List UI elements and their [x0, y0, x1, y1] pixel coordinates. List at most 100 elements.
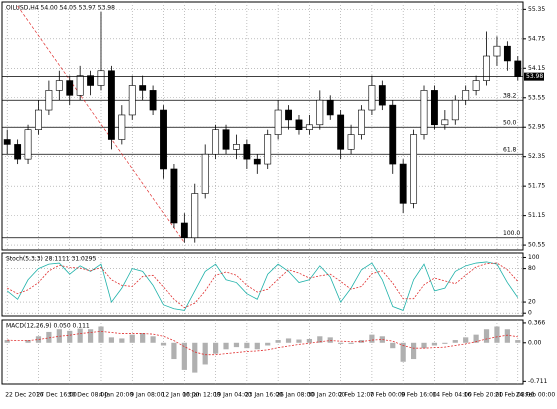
candle-body: [66, 80, 74, 96]
candle-body: [201, 153, 209, 194]
candle-body: [264, 134, 272, 165]
y-tick-label: 80: [528, 265, 536, 272]
y-tick-label: 0: [528, 310, 532, 317]
candle-body: [212, 129, 220, 155]
candle-body: [233, 144, 240, 150]
y-tick-label: 0.366: [528, 319, 545, 326]
candle-body: [97, 70, 105, 86]
candle-body: [118, 114, 126, 140]
candle-body: [180, 222, 188, 239]
panel-title: MACD(12,26,9) 0.050 0.111: [6, 323, 90, 330]
candle-body: [222, 129, 230, 150]
candle-body: [3, 139, 11, 145]
candle-body: [107, 70, 115, 140]
candle-body: [14, 144, 22, 160]
candle-body: [431, 90, 438, 126]
fib-label: 38.2: [503, 93, 517, 100]
x-tick-label: 16 Feb 20:00: [464, 392, 504, 399]
candle-body: [483, 55, 490, 81]
candle-body: [87, 75, 94, 86]
candle-body: [295, 119, 303, 130]
candle-body: [35, 109, 42, 130]
y-tick-label: 51.75: [528, 183, 545, 190]
series-line: [7, 330, 518, 356]
candle-body: [149, 90, 157, 111]
x-tick-label: 9 Jan 08:00: [130, 392, 164, 399]
candle-body: [45, 90, 53, 111]
candle-body: [160, 109, 167, 170]
y-tick-label: 53.55: [528, 94, 545, 101]
y-tick-label: 20: [528, 299, 536, 306]
candle-body: [472, 80, 480, 91]
x-tick-label: 2 Feb 12:00: [339, 392, 375, 399]
candle-body: [493, 45, 501, 57]
candle-body: [441, 119, 449, 126]
y-tick-label: -0.711: [528, 378, 548, 385]
y-tick-label: 52.95: [528, 124, 545, 131]
candle-body: [274, 109, 282, 135]
candle-body: [337, 114, 345, 150]
x-tick-label: 27 Dec 16:00: [36, 392, 77, 399]
candle-body: [326, 99, 334, 116]
candle-body: [347, 134, 355, 150]
candle-body: [24, 129, 32, 160]
last-price-label: 53.98: [526, 73, 543, 80]
x-tick-label: 24 Feb 00:00: [516, 392, 556, 399]
series-line: [6, 261, 519, 311]
candle-body: [55, 80, 63, 91]
panel-title: Stoch(5,3,3) 28.1111 31.0295: [6, 256, 97, 263]
candle-body: [139, 85, 147, 91]
panel-frame: [1, 1, 524, 251]
candle-body: [514, 60, 522, 77]
x-tick-label: 9 Feb 16:00: [401, 392, 437, 399]
fib-label: 61.8: [503, 147, 517, 154]
x-tick-label: 22 Dec 2016: [5, 392, 44, 399]
y-tick-label: 55.35: [528, 6, 545, 13]
x-tick-label: 26 Jan 08:00: [276, 392, 314, 399]
candle-body: [503, 45, 511, 62]
fib-label: 100.0: [503, 230, 520, 237]
candle-body: [420, 90, 428, 135]
x-tick-label: 16 Jan 12:00: [182, 392, 220, 399]
y-tick-label: 100: [528, 254, 540, 261]
fib-trend: [17, 5, 185, 243]
panel-frame: [1, 319, 524, 385]
candle-body: [170, 168, 178, 224]
candle-body: [451, 99, 459, 121]
x-tick-label: 12 Jan 00:00: [162, 392, 200, 399]
x-tick-label: 23 Jan 16:00: [245, 392, 283, 399]
panel-title: OILUSD,H4 54.00 54.05 53.97 53.98: [6, 5, 115, 12]
x-tick-label: 21 Feb 08:00: [495, 392, 535, 399]
series-line: [7, 262, 519, 309]
candle-body: [410, 134, 418, 204]
y-tick-label: 52.35: [528, 153, 545, 160]
candle-body: [128, 85, 136, 116]
candle-body: [389, 104, 397, 165]
candle-body: [378, 85, 386, 106]
candle-body: [358, 109, 365, 135]
candle-body: [243, 144, 251, 160]
candle-body: [285, 109, 292, 121]
candle-body: [316, 99, 324, 126]
last-price-box: [524, 72, 544, 81]
candle-body: [399, 163, 407, 204]
y-tick-label: 51.15: [528, 212, 545, 219]
candle-body: [462, 90, 470, 101]
candle-body: [368, 85, 376, 111]
fib-label: 50.0: [503, 120, 517, 127]
panel-frame: [1, 252, 524, 317]
y-tick-label: 54.15: [528, 65, 545, 72]
candle-body: [253, 158, 261, 165]
candle-body: [305, 124, 313, 130]
y-tick-label: 0.00: [528, 339, 542, 346]
y-tick-label: 54.75: [528, 35, 545, 42]
x-tick-label: 14 Feb 04:00: [432, 392, 472, 399]
x-tick-label: 19 Jan 04:00: [214, 392, 252, 399]
x-tick-label: 30 Jan 20:00: [307, 392, 345, 399]
y-tick-label: 50.55: [528, 242, 545, 249]
x-tick-label: 7 Feb 00:00: [370, 392, 406, 399]
x-tick-label: 4 Jan 20:00: [99, 392, 133, 399]
candle-body: [191, 193, 199, 239]
